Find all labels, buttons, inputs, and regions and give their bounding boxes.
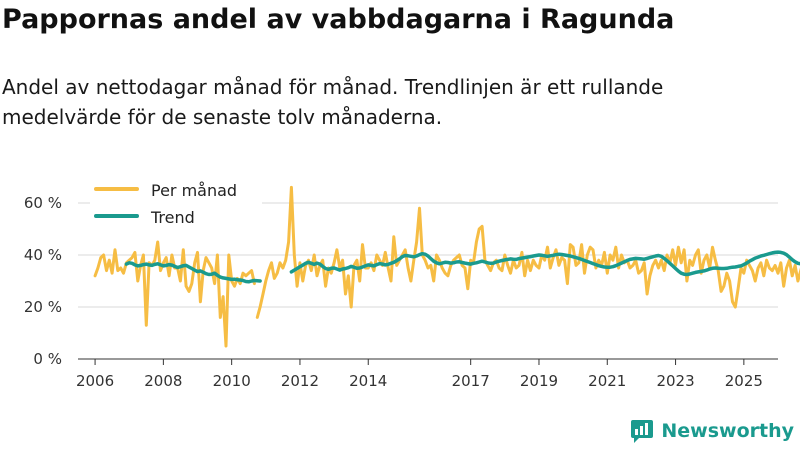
x-tick-label: 2006 <box>76 372 114 390</box>
series-lines <box>93 185 800 348</box>
y-tick-label: 0 % <box>33 350 62 368</box>
x-tick-label: 2008 <box>144 372 182 390</box>
series-line-trend <box>289 250 800 277</box>
x-tick-label: 2019 <box>520 372 558 390</box>
y-tick-label: 40 % <box>24 246 62 264</box>
x-tick-label: 2012 <box>281 372 319 390</box>
legend-label-trend: Trend <box>150 208 195 227</box>
y-tick-label: 60 % <box>24 194 62 212</box>
y-tick-label: 20 % <box>24 298 62 316</box>
series-line-per-m-nad <box>93 240 256 348</box>
x-tick-label: 2021 <box>588 372 626 390</box>
legend: Per månad Trend <box>90 178 262 234</box>
x-tick-label: 2017 <box>452 372 490 390</box>
brand-name: Newsworthy <box>661 420 794 442</box>
legend-label-per-manad: Per månad <box>151 181 237 200</box>
axes: 0 % 20 % 40 % 60 % 2006 2008 2010 2012 2014 2017 2… <box>24 194 763 390</box>
newsworthy-icon <box>631 420 654 443</box>
series-line-trend <box>124 261 262 284</box>
x-tick-label: 2010 <box>213 372 251 390</box>
newsworthy-logo[interactable]: Newsworthy <box>629 418 794 444</box>
chart-subtitle: Andel av nettodagar månad för månad. Tre… <box>2 75 664 129</box>
series-line-per-m-nad <box>255 185 800 319</box>
x-tick-label: 2025 <box>725 372 763 390</box>
chart-title: Pappornas andel av vabbdagarna i Ragunda <box>2 4 675 35</box>
x-tick-label: 2023 <box>656 372 694 390</box>
x-tick-label: 2014 <box>349 372 387 390</box>
